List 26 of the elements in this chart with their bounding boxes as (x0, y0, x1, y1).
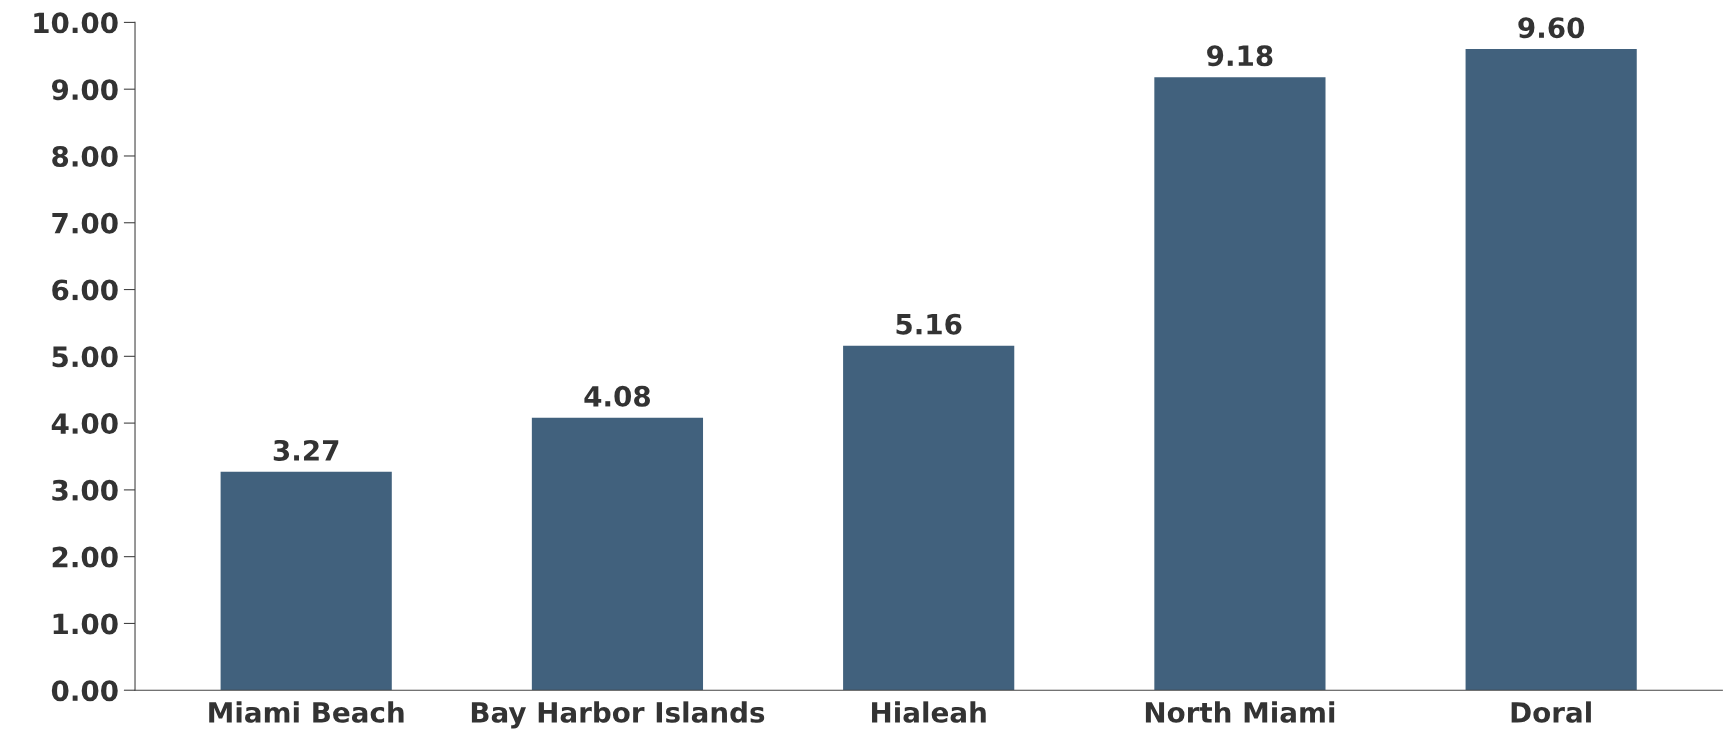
y-tick-label: 3.00 (52, 479, 118, 501)
x-tick-label: Miami Beach (209, 701, 404, 723)
y-tick-label: 4.00 (51, 413, 118, 435)
y-tick-label: 9.00 (51, 79, 118, 101)
y-tick-label: 6.00 (52, 279, 118, 301)
data-label: 9.18 (1207, 45, 1273, 67)
y-tick-label: 1.00 (53, 613, 118, 635)
bar (1154, 77, 1326, 691)
data-label: 4.08 (584, 385, 650, 407)
y-tick-label: 0.00 (51, 680, 118, 702)
x-tick-label: Doral (1511, 701, 1591, 723)
bar (1465, 49, 1637, 691)
x-tick-label: North Miami (1145, 701, 1335, 723)
data-label: 5.16 (896, 313, 962, 335)
x-tick-label: Bay Harbor Islands (471, 701, 765, 729)
y-tick-label: 10.00 (34, 12, 118, 34)
y-tick-label: 2.00 (52, 546, 118, 568)
y-tick-label: 7.00 (52, 212, 118, 234)
y-tick-label: 5.00 (52, 346, 118, 368)
data-label: 3.27 (273, 439, 339, 461)
bar (220, 471, 392, 691)
bar (531, 417, 704, 691)
bar (843, 345, 1015, 691)
data-label: 9.60 (1518, 17, 1585, 39)
y-tick-label: 8.00 (52, 145, 118, 167)
x-tick-label: Hialeah (872, 701, 986, 723)
